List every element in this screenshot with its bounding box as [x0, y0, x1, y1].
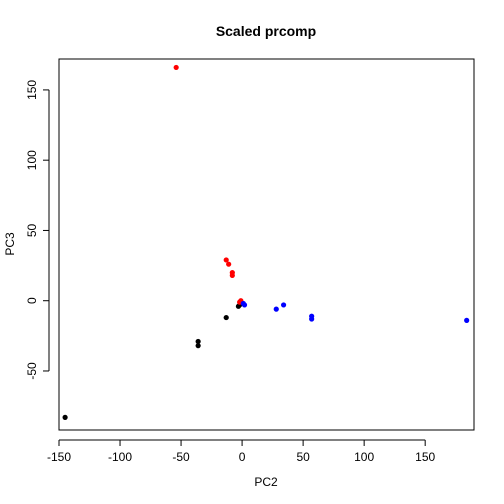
x-tick-label: 50	[296, 450, 310, 464]
data-point	[223, 257, 229, 263]
data-point	[241, 302, 248, 308]
x-tick-label: -50	[172, 450, 190, 464]
data-point	[195, 343, 201, 349]
y-tick-label: 0	[25, 297, 39, 304]
y-tick-label: 100	[25, 150, 39, 170]
y-tick-label: -50	[25, 362, 39, 380]
data-point	[273, 306, 279, 312]
chart-title: Scaled prcomp	[216, 23, 316, 39]
data-point	[229, 272, 235, 279]
y-tick-label: 150	[25, 80, 39, 100]
data-point	[280, 302, 287, 308]
data-point	[62, 414, 68, 420]
x-tick-label: -150	[47, 450, 71, 464]
plot-frame	[58, 58, 475, 431]
data-point	[195, 338, 201, 345]
x-tick-label: 150	[415, 450, 435, 464]
data-point	[223, 314, 229, 321]
y-axis-ticks: -50 0 50 100 150	[25, 80, 49, 380]
x-axis-ticks: -150 -100 -50 0 50 100 150	[47, 440, 436, 464]
y-tick-label: 50	[25, 223, 39, 237]
x-tick-label: 0	[239, 450, 246, 464]
x-axis-label: PC2	[254, 475, 278, 489]
x-tick-label: 100	[354, 450, 374, 464]
data-point	[226, 261, 232, 267]
data-point	[173, 64, 179, 71]
data-point	[309, 316, 315, 322]
data-points	[62, 64, 470, 420]
x-tick-label: -100	[108, 450, 132, 464]
y-axis-label: PC3	[3, 232, 17, 256]
data-point	[464, 317, 470, 323]
